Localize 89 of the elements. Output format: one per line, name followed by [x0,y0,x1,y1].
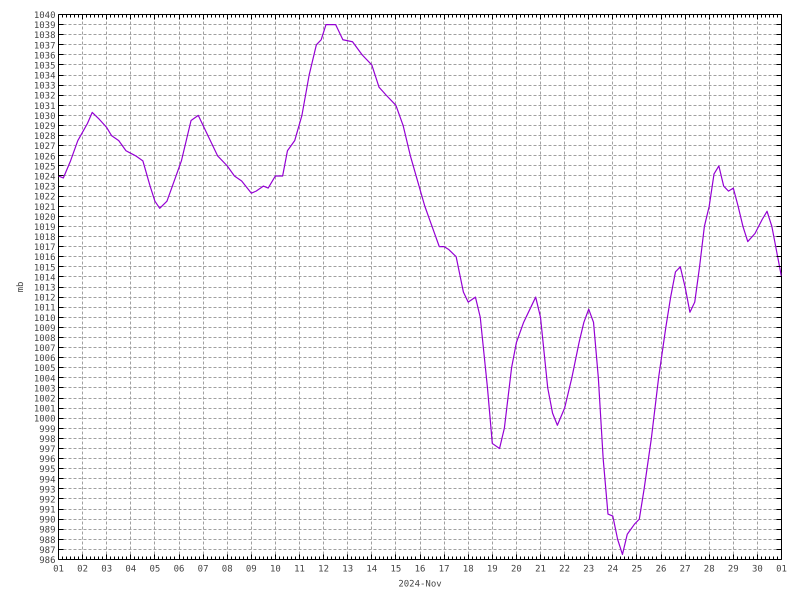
y-tick-label: 1012 [34,294,56,304]
y-tick-label: 1022 [34,192,56,203]
y-tick-label: 989 [39,526,56,536]
x-tick-label: 21 [535,564,546,574]
x-tick-label: 02 [77,564,88,574]
y-tick-label: 1037 [34,41,56,52]
y-tick-label: 1036 [34,51,56,62]
x-tick-label: 15 [390,564,402,574]
x-tick-label: 07 [198,564,209,574]
y-tick-label: 1034 [34,72,56,82]
x-tick-label: 04 [125,564,136,574]
x-tick-label: 22 [559,564,570,574]
x-tick-label: 26 [656,564,666,574]
y-tick-label: 1024 [34,172,56,182]
y-tick-label: 993 [39,485,56,496]
x-tick-label: 28 [704,564,715,574]
x-tick-label: 30 [752,564,763,574]
x-tick-label: 20 [510,564,522,574]
y-tick-label: 1039 [34,21,56,32]
y-tick-label: 1010 [34,314,56,324]
y-tick-label: 1021 [34,202,56,213]
x-tick-label: 25 [631,564,642,574]
x-tick-label: 29 [728,564,739,574]
y-tick-label: 1007 [34,344,56,354]
y-tick-label: 986 [39,556,56,566]
y-tick-label: 1018 [34,233,56,244]
x-tick-label: 13 [342,564,354,574]
y-tick-label: 1005 [34,364,56,374]
y-tick-label: 1002 [34,394,56,405]
y-tick-label: 1015 [34,263,56,274]
x-tick-label: 16 [414,564,426,574]
y-tick-label: 1006 [34,354,56,364]
y-tick-label: 1016 [34,253,56,264]
y-tick-label: 1028 [34,132,56,142]
y-tick-label: 1017 [34,243,56,254]
y-tick-label: 1003 [34,384,56,394]
x-tick-label: 14 [366,564,378,574]
y-tick-label: 994 [39,475,56,486]
y-tick-label: 1038 [34,31,56,42]
y-tick-label: 1020 [34,212,56,223]
y-tick-label: 1033 [34,82,56,92]
y-tick-label: 992 [39,495,56,506]
y-tick-label: 997 [39,444,56,455]
x-tick-label: 19 [486,564,498,574]
x-tick-label: 17 [438,564,450,574]
y-tick-label: 1013 [34,284,56,294]
x-tick-label: 18 [462,564,474,574]
y-tick-label: 1019 [34,222,56,233]
x-tick-label: 01 [776,564,787,574]
line-series [58,24,782,556]
x-tick-label: 24 [607,564,618,574]
y-tick-label: 1011 [34,304,56,314]
y-axis-title: mb [16,282,26,292]
y-tick-label: 1026 [34,152,56,162]
y-tick-label: 998 [39,434,56,445]
y-tick-label: 1031 [34,102,56,112]
x-tick-label: 10 [270,564,281,574]
y-tick-label: 999 [39,424,56,435]
y-tick-label: 1040 [34,11,56,21]
y-tick-label: 1004 [34,374,56,384]
x-tick-label: 05 [149,564,160,574]
y-tick-label: 1035 [34,61,56,72]
y-tick-label: 1032 [34,92,56,102]
y-tick-label: 1023 [34,182,56,193]
y-tick-label: 1001 [34,404,56,415]
y-tick-label: 1027 [34,142,56,152]
y-tick-label: 1014 [34,273,56,284]
x-tick-label: 11 [294,564,305,574]
y-tick-label: 1009 [34,324,56,334]
y-tick-label: 996 [39,455,56,466]
x-tick-label: 12 [318,564,330,574]
x-tick-label: 01 [53,564,64,574]
y-tick-label: 988 [39,536,56,546]
y-tick-label: 995 [39,465,56,476]
x-axis-title: 2024-Nov [398,580,442,590]
x-tick-label: 06 [174,564,184,574]
x-tick-label: 23 [583,564,594,574]
y-tick-label: 990 [39,516,56,526]
x-tick-label: 27 [680,564,691,574]
x-tick-label: 08 [222,564,233,574]
y-tick-label: 987 [39,546,56,556]
x-tick-label: 09 [246,564,257,574]
x-tick-label: 03 [101,564,112,574]
y-tick-label: 1030 [34,112,56,122]
y-tick-label: 1025 [34,162,56,172]
y-tick-label: 991 [39,506,56,516]
y-tick-label: 1000 [34,414,56,425]
y-tick-label: 1008 [34,334,56,344]
y-tick-label: 1029 [34,122,56,132]
